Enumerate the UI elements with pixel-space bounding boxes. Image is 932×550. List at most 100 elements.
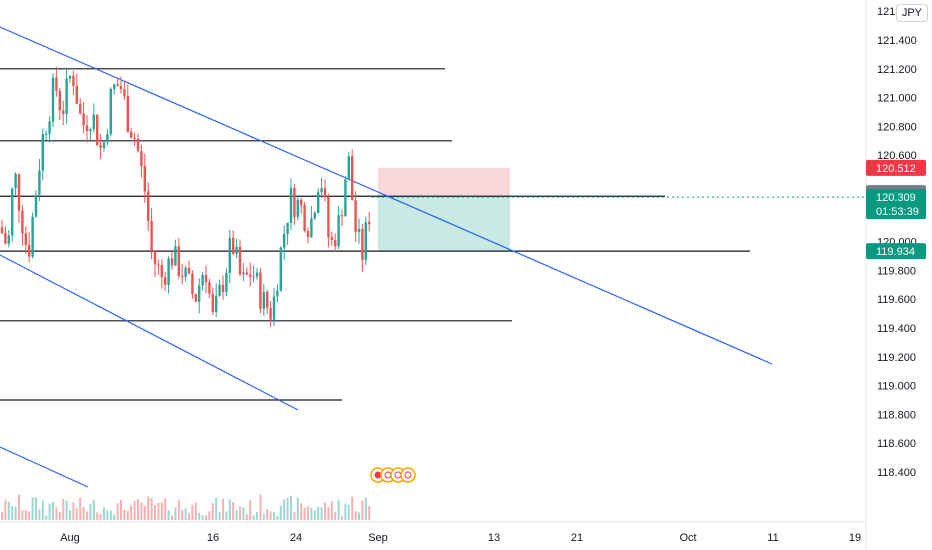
event-marker-dot <box>404 471 412 479</box>
volume-bar <box>31 497 34 520</box>
volume-bar <box>154 505 156 520</box>
candle-body <box>293 188 296 217</box>
trend-line <box>0 26 773 365</box>
candle-body <box>126 96 129 132</box>
volume-bar <box>11 506 14 520</box>
candle-body <box>204 274 208 283</box>
candle-body <box>136 138 140 152</box>
volume-bar <box>133 500 136 520</box>
trend-line <box>0 446 89 488</box>
candle-body <box>232 237 235 254</box>
candle-body <box>119 86 123 90</box>
volume-bar <box>24 510 27 520</box>
volume-bar <box>317 506 320 520</box>
volume-bar <box>65 500 68 520</box>
volume-bar <box>41 500 44 520</box>
volume-bar <box>239 506 241 520</box>
candle-body <box>0 227 4 233</box>
event-marker-dot <box>384 471 392 479</box>
volume-bar <box>361 500 364 520</box>
volume-bar <box>177 499 180 520</box>
candle-body <box>45 133 48 135</box>
candle-body <box>272 296 276 320</box>
candle-body <box>48 121 51 134</box>
x-tick-label: 24 <box>290 532 302 544</box>
volume-bar <box>21 510 24 520</box>
candle-body <box>58 90 61 111</box>
candle-body <box>133 137 136 139</box>
volume-bar <box>82 506 85 520</box>
volume-bar <box>245 514 248 520</box>
candle-body <box>215 295 218 312</box>
candle-body <box>55 77 58 91</box>
candle-body <box>153 250 157 265</box>
x-tick-label: 21 <box>571 532 583 544</box>
volume-bar <box>28 511 31 520</box>
volume-bar <box>140 502 143 520</box>
candle-body <box>174 246 177 266</box>
candle-body <box>130 131 133 138</box>
volume-bar <box>48 503 51 520</box>
candle-body <box>160 264 163 278</box>
candle-body <box>106 134 109 143</box>
volume-bar <box>279 505 282 520</box>
candle-body <box>286 222 289 234</box>
candle-body <box>123 89 126 97</box>
volume-bar <box>58 511 61 520</box>
volume-bar <box>225 511 228 520</box>
candle-body <box>177 246 180 276</box>
volume-bar <box>38 509 41 520</box>
volume-bar <box>262 513 265 520</box>
candle-body <box>11 188 14 236</box>
candle-body <box>4 232 7 244</box>
target-price-tag: 119.934 <box>876 246 915 258</box>
y-tick-label: 119.000 <box>877 381 916 393</box>
candle-body <box>208 282 211 294</box>
candle-body <box>259 272 262 309</box>
x-tick-label: Sep <box>368 532 388 544</box>
candle-body <box>266 291 269 308</box>
volume-bar <box>307 506 309 520</box>
volume-bar <box>259 494 262 520</box>
volume-bar <box>364 497 367 520</box>
candle-body <box>38 170 41 195</box>
candle-body <box>323 188 327 197</box>
candle-body <box>283 233 286 248</box>
y-tick-label: 118.400 <box>877 467 916 479</box>
candle-body <box>194 293 197 302</box>
currency-label[interactable]: JPY <box>895 4 928 22</box>
candle-body <box>167 258 170 285</box>
candle-body <box>201 274 204 286</box>
volume-bar <box>211 503 214 520</box>
candle-body <box>330 237 333 240</box>
volume-bar <box>242 507 245 520</box>
candle-body <box>225 272 228 293</box>
candle-body <box>337 215 340 247</box>
volume-bar <box>160 502 163 520</box>
volume-bar <box>296 497 299 520</box>
volume-bar <box>283 499 286 520</box>
candle-body <box>303 205 306 231</box>
candle-body <box>354 200 357 232</box>
volume-bar <box>99 513 102 520</box>
volume-bar <box>126 510 129 520</box>
volume-bar <box>354 511 357 520</box>
candle-body <box>228 237 231 273</box>
volume-bar <box>368 506 371 520</box>
volume-bar <box>222 498 224 520</box>
volume-bar <box>75 508 78 520</box>
candle-body <box>279 247 282 291</box>
candle-body <box>75 85 78 104</box>
candle-body <box>235 246 238 254</box>
candle-body <box>143 165 146 192</box>
candle-body <box>116 84 119 87</box>
volume-bar <box>184 508 187 520</box>
y-tick-label: 119.200 <box>877 352 916 364</box>
volume-bar <box>89 504 92 520</box>
volume-bar <box>167 510 170 520</box>
candle-body <box>191 273 194 294</box>
volume-bar <box>334 512 337 520</box>
volume-bar <box>14 506 17 520</box>
